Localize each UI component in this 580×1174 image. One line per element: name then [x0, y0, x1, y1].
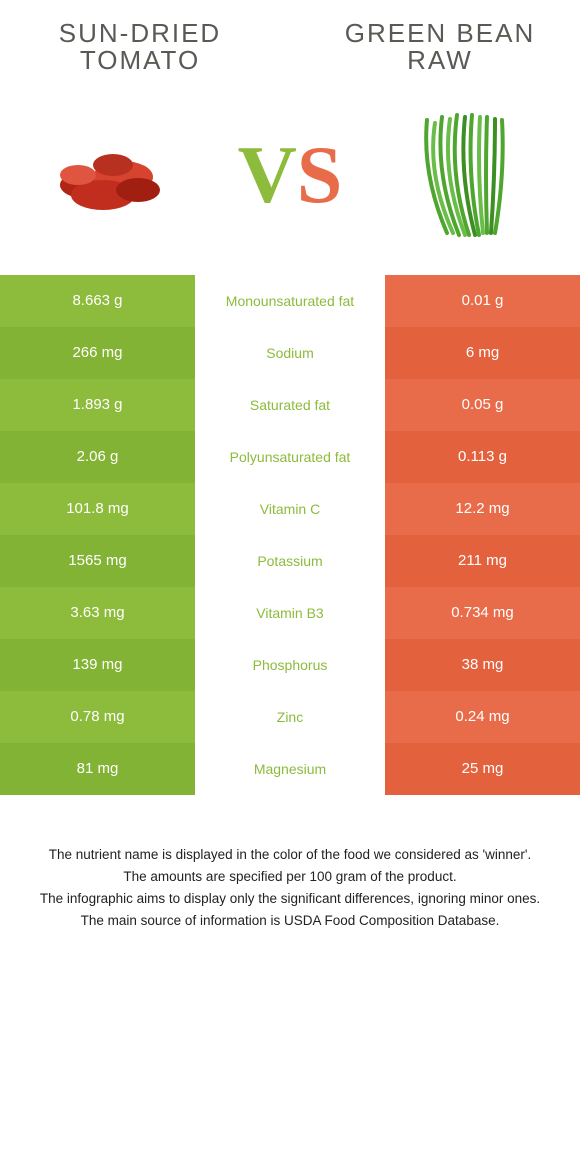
right-food-title: GREEN BEAN RAW — [340, 20, 540, 75]
nutrient-name: Magnesium — [195, 743, 385, 795]
left-value: 0.78 mg — [0, 691, 195, 743]
nutrient-name: Zinc — [195, 691, 385, 743]
left-value: 8.663 g — [0, 275, 195, 327]
left-food-title: SUN-DRIED TOMATO — [40, 20, 240, 75]
table-row: 3.63 mgVitamin B30.734 mg — [0, 587, 580, 639]
footnote-line: The infographic aims to display only the… — [30, 889, 550, 909]
table-row: 81 mgMagnesium25 mg — [0, 743, 580, 795]
left-value: 81 mg — [0, 743, 195, 795]
table-row: 101.8 mgVitamin C12.2 mg — [0, 483, 580, 535]
green-bean-image — [385, 105, 550, 245]
nutrient-name: Potassium — [195, 535, 385, 587]
comparison-table: 8.663 gMonounsaturated fat0.01 g266 mgSo… — [0, 275, 580, 795]
right-value: 38 mg — [385, 639, 580, 691]
nutrient-name: Vitamin C — [195, 483, 385, 535]
right-title-line2: RAW — [407, 45, 473, 75]
footnote-line: The nutrient name is displayed in the co… — [30, 845, 550, 865]
vs-label: VS — [238, 128, 343, 222]
left-value: 101.8 mg — [0, 483, 195, 535]
tomato-icon — [33, 105, 193, 245]
sun-dried-tomato-image — [30, 105, 195, 245]
right-value: 0.734 mg — [385, 587, 580, 639]
right-value: 0.113 g — [385, 431, 580, 483]
vs-s: S — [297, 129, 343, 220]
right-title-line1: GREEN BEAN — [345, 18, 536, 48]
nutrient-name: Polyunsaturated fat — [195, 431, 385, 483]
left-title-line1: SUN-DRIED — [59, 18, 221, 48]
table-row: 8.663 gMonounsaturated fat0.01 g — [0, 275, 580, 327]
images-row: VS — [0, 85, 580, 275]
table-row: 266 mgSodium6 mg — [0, 327, 580, 379]
table-row: 1565 mgPotassium211 mg — [0, 535, 580, 587]
nutrient-name: Sodium — [195, 327, 385, 379]
right-value: 211 mg — [385, 535, 580, 587]
nutrient-name: Vitamin B3 — [195, 587, 385, 639]
left-value: 139 mg — [0, 639, 195, 691]
right-value: 12.2 mg — [385, 483, 580, 535]
table-row: 0.78 mgZinc0.24 mg — [0, 691, 580, 743]
nutrient-name: Saturated fat — [195, 379, 385, 431]
left-title-line2: TOMATO — [80, 45, 200, 75]
right-value: 6 mg — [385, 327, 580, 379]
right-value: 0.24 mg — [385, 691, 580, 743]
table-row: 1.893 gSaturated fat0.05 g — [0, 379, 580, 431]
green-bean-icon — [387, 105, 547, 245]
table-row: 139 mgPhosphorus38 mg — [0, 639, 580, 691]
right-value: 0.05 g — [385, 379, 580, 431]
left-value: 2.06 g — [0, 431, 195, 483]
left-value: 1.893 g — [0, 379, 195, 431]
nutrient-name: Monounsaturated fat — [195, 275, 385, 327]
left-value: 266 mg — [0, 327, 195, 379]
right-value: 0.01 g — [385, 275, 580, 327]
table-row: 2.06 gPolyunsaturated fat0.113 g — [0, 431, 580, 483]
header: SUN-DRIED TOMATO GREEN BEAN RAW — [0, 0, 580, 85]
vs-v: V — [238, 129, 297, 220]
footnotes: The nutrient name is displayed in the co… — [0, 795, 580, 932]
right-value: 25 mg — [385, 743, 580, 795]
nutrient-name: Phosphorus — [195, 639, 385, 691]
footnote-line: The main source of information is USDA F… — [30, 911, 550, 931]
footnote-line: The amounts are specified per 100 gram o… — [30, 867, 550, 887]
left-value: 3.63 mg — [0, 587, 195, 639]
left-value: 1565 mg — [0, 535, 195, 587]
